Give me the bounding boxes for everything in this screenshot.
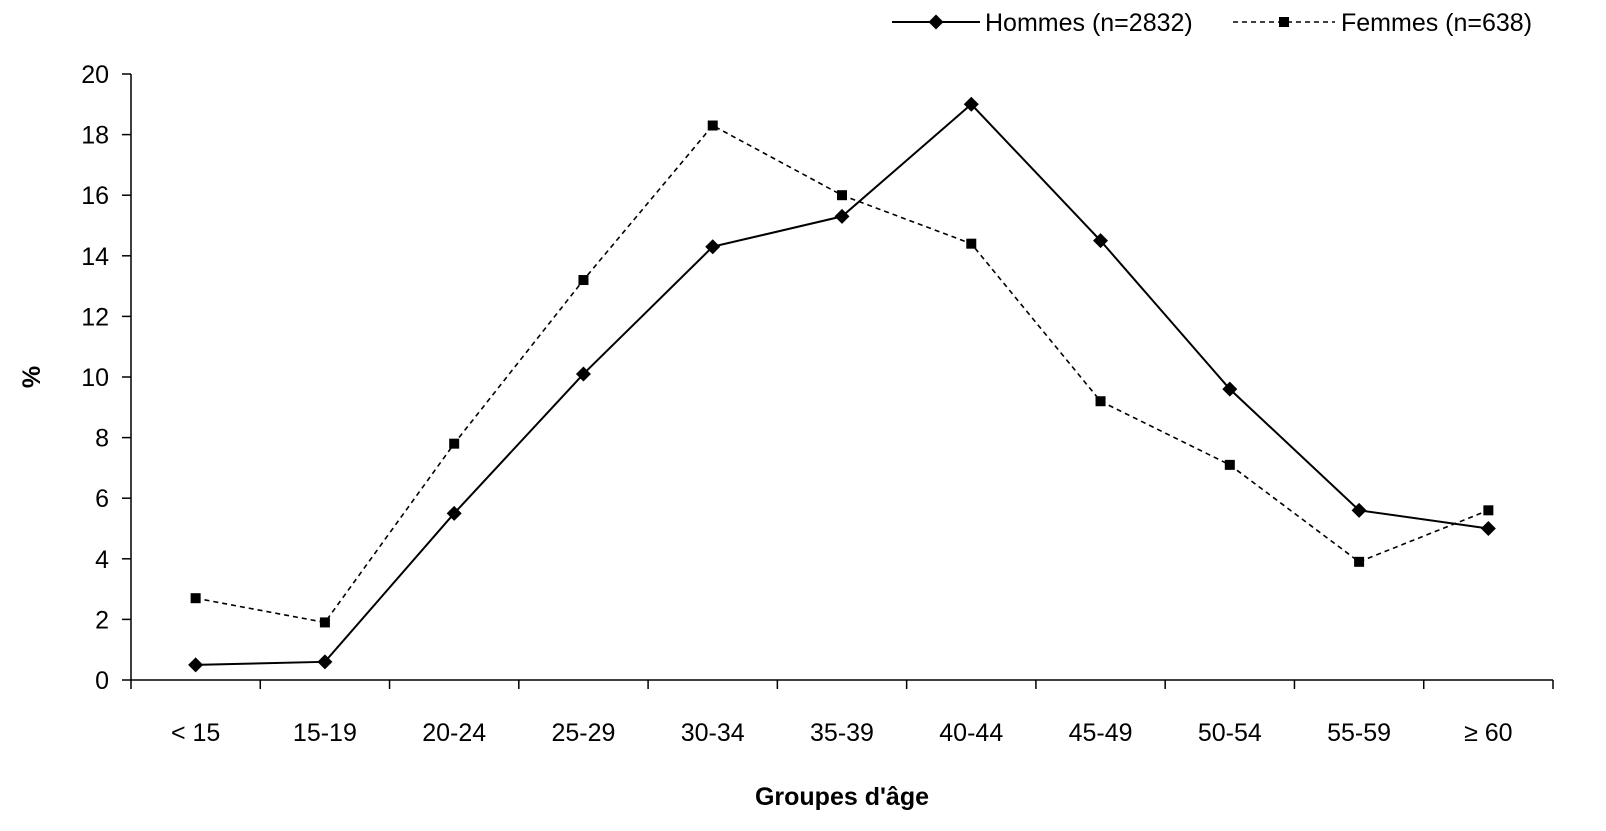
y-tick-label: 0	[95, 667, 109, 695]
data-point	[837, 190, 847, 201]
x-tick-label: ≥ 60	[1464, 719, 1512, 747]
data-point	[1354, 556, 1365, 567]
legend-entry: Femmes (n=638)	[1233, 9, 1532, 37]
x-tick-label: 30-34	[681, 719, 745, 747]
data-point	[449, 438, 460, 449]
data-point	[705, 239, 721, 255]
legend-entry: Hommes (n=2832)	[892, 9, 1193, 37]
data-point	[1351, 502, 1367, 518]
x-tick-label: 55-59	[1327, 719, 1391, 747]
x-tick-label: 20-24	[422, 719, 486, 747]
series-line	[195, 102, 1489, 666]
data-point	[966, 238, 977, 249]
data-point	[578, 275, 589, 286]
data-point	[1224, 459, 1235, 470]
y-tick-label: 10	[81, 364, 109, 392]
x-tick-label: 45-49	[1069, 719, 1133, 747]
x-tick-label: 40-44	[939, 719, 1003, 747]
series-layer	[188, 96, 1496, 673]
y-tick-label: 20	[81, 61, 109, 89]
y-tick-label: 2	[95, 606, 109, 634]
x-tick-label: < 15	[171, 719, 220, 747]
data-point	[446, 505, 462, 521]
y-tick-label: 4	[95, 546, 109, 574]
data-point	[707, 120, 718, 131]
y-axis-title: %	[18, 366, 46, 388]
data-point	[575, 366, 591, 382]
y-tick-label: 8	[95, 425, 109, 453]
legend-marker	[1279, 17, 1289, 27]
x-tick-label: 15-19	[293, 719, 357, 747]
data-point	[188, 657, 204, 673]
data-point	[319, 617, 330, 628]
x-axis-title: Groupes d'âge	[755, 783, 929, 811]
y-tick-label: 6	[95, 485, 109, 513]
y-tick-label: 18	[81, 122, 109, 150]
y-axis: 0 2 4 6 8 10 12 14 16 18 20	[81, 61, 132, 695]
data-point	[317, 654, 333, 670]
legend: Hommes (n=2832) Femmes (n=638)	[892, 9, 1532, 37]
x-tick-label: 25-29	[551, 719, 615, 747]
data-point	[190, 593, 201, 604]
x-tick-label: 35-39	[810, 719, 874, 747]
x-axis: < 15 15-19 20-24 25-29 30-34 35-39 40-44 45-49 5…	[130, 679, 1554, 747]
x-tick-label: 50-54	[1198, 719, 1262, 747]
legend-marker	[928, 14, 944, 30]
data-point	[963, 96, 979, 112]
y-tick-label: 14	[81, 243, 109, 271]
legend-label: Hommes (n=2832)	[985, 9, 1193, 37]
data-point	[1483, 505, 1494, 516]
data-point	[1093, 233, 1109, 249]
series-2	[190, 120, 1494, 628]
y-tick-label: 16	[81, 182, 109, 210]
legend-label: Femmes (n=638)	[1341, 9, 1532, 37]
series-1	[188, 96, 1496, 673]
data-point	[1480, 521, 1496, 536]
y-tick-label: 12	[81, 303, 109, 331]
data-point	[1095, 396, 1106, 407]
data-point	[1222, 381, 1238, 397]
data-point	[834, 208, 850, 224]
